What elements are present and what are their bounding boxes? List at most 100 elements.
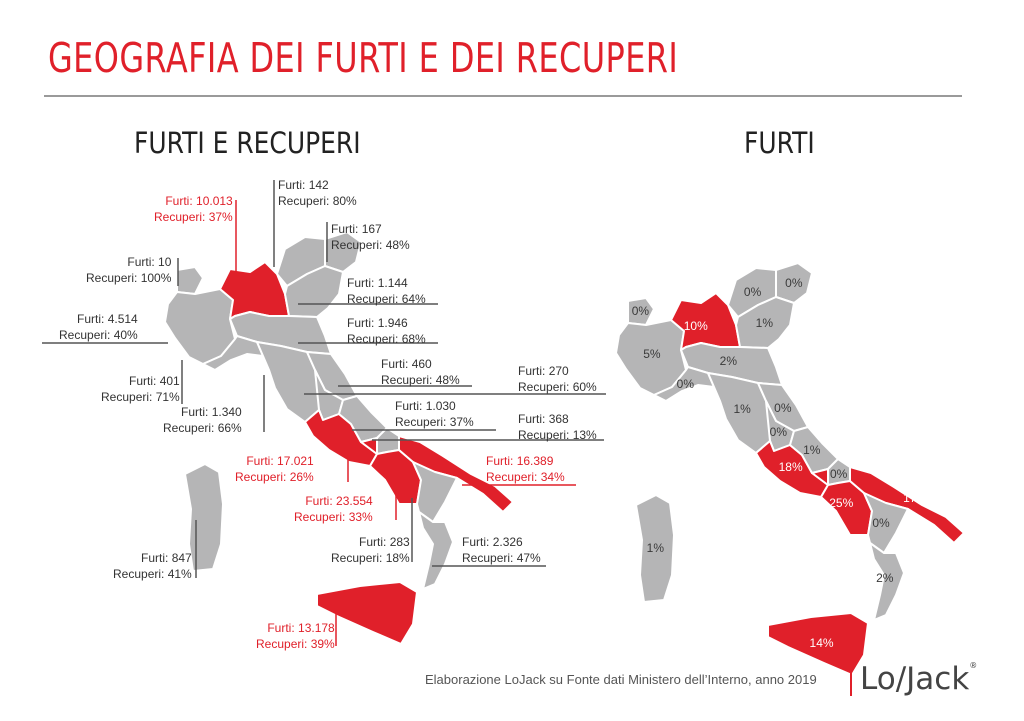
furti-key: Furti: [486,454,514,468]
share-label-piemonte: 5% [643,346,661,361]
region-valle-aosta [627,297,655,326]
furti-key: Furti: [347,276,375,290]
recuperi-key: Recuperi: [331,238,383,252]
region-sicilia [767,612,869,676]
recuperi-value: 33% [348,510,373,524]
furti-key: Furti: [381,357,409,371]
region-label-sicilia: Furti: 13.178 Recuperi: 39% [256,620,335,652]
region-label-friuli: Furti: 167 Recuperi: 48% [331,221,410,253]
recuperi-value: 41% [167,567,192,581]
recuperi-value: 60% [572,380,597,394]
furti-value: 16.389 [516,454,554,468]
recuperi-key: Recuperi: [347,292,399,306]
share-label-abruzzo: 1% [803,443,821,458]
region-label-emilia: Furti: 1.946 Recuperi: 68% [347,315,426,347]
recuperi-value: 34% [540,470,565,484]
title-divider [44,95,962,97]
recuperi-value: 18% [385,551,410,565]
label-leader-lines [42,180,606,646]
region-calabria [418,511,454,590]
region-label-marche: Furti: 460 Recuperi: 48% [381,356,460,388]
region-label-veneto: Furti: 1.144 Recuperi: 64% [347,275,426,307]
share-label-liguria: 0% [676,377,694,391]
furti-key: Furti: [77,312,105,326]
furti-key: Furti: [518,364,546,378]
furti-value: 401 [159,374,180,388]
recuperi-value: 71% [155,390,180,404]
share-label-valle-aosta: 0% [631,304,650,319]
region-sicilia [316,581,418,645]
furti-value: 1.340 [211,405,242,419]
recuperi-key: Recuperi: [278,194,330,208]
lojack-logo: Lo/Jack® [860,661,978,697]
recuperi-value: 47% [516,551,541,565]
furti-key: Furti: [181,405,209,419]
furti-value: 460 [411,357,432,371]
recuperi-value: 40% [113,328,138,342]
share-label-veneto: 1% [755,315,773,330]
furti-value: 283 [389,535,410,549]
share-label-molise: 0% [829,467,848,481]
furti-key: Furti: [395,399,423,413]
furti-value: 1.946 [377,316,408,330]
share-label-basilicata: 0% [872,515,890,530]
furti-key: Furti: [347,316,375,330]
recuperi-value: 37% [449,415,474,429]
recuperi-value: 66% [217,421,242,435]
furti-key: Furti: [129,374,157,388]
left-map-title: FURTI E RECUPERI [134,126,361,160]
recuperi-key: Recuperi: [256,637,308,651]
region-label-liguria: Furti: 401 Recuperi: 71% [101,373,180,405]
region-sardegna [635,494,675,603]
recuperi-key: Recuperi: [163,421,215,435]
recuperi-key: Recuperi: [518,428,570,442]
share-label-sardegna: 1% [646,540,664,555]
recuperi-key: Recuperi: [235,470,287,484]
furti-value: 17.021 [277,454,314,468]
share-label-campania: 25% [829,495,854,510]
recuperi-key: Recuperi: [154,210,206,224]
region-sardegna [184,463,224,572]
page-title: GEOGRAFIA DEI FURTI E DEI RECUPERI [48,34,679,82]
share-label-lazio: 18% [778,460,803,475]
share-label-sicilia: 14% [809,636,834,651]
region-label-abruzzo: Furti: 1.030 Recuperi: 37% [395,398,474,430]
furti-value: 1.030 [425,399,456,413]
recuperi-key: Recuperi: [518,380,570,394]
recuperi-key: Recuperi: [86,271,138,285]
region-calabria [869,542,905,621]
furti-value: 23.554 [336,494,373,508]
recuperi-key: Recuperi: [381,373,433,387]
furti-value: 270 [548,364,569,378]
share-label-lombardia: 10% [683,318,708,333]
furti-value: 10 [158,255,172,269]
furti-key: Furti: [165,194,193,208]
right-italy-map [615,262,965,676]
furti-key: Furti: [127,255,155,269]
recuperi-key: Recuperi: [101,390,153,404]
recuperi-key: Recuperi: [486,470,538,484]
furti-value: 4.514 [107,312,138,326]
region-label-molise: Furti: 368 Recuperi: 13% [518,411,597,443]
source-note: Elaborazione LoJack su Fonte dati Minist… [425,672,817,687]
share-label-friuli: 0% [785,276,803,291]
furti-key: Furti: [141,551,169,565]
recuperi-key: Recuperi: [395,415,447,429]
share-label-toscana: 1% [733,401,751,416]
furti-value: 13.178 [298,621,335,635]
furti-key: Furti: [359,535,387,549]
furti-key: Furti: [278,178,306,192]
recuperi-value: 64% [401,292,426,306]
logo-divider [850,660,852,696]
region-label-lombardia: Furti: 10.013 Recuperi: 37% [154,193,233,225]
share-label-umbria: 0% [769,424,787,439]
right-map-title: FURTI [744,126,815,160]
region-label-lazio: Furti: 17.021 Recuperi: 26% [235,453,314,485]
furti-value: 167 [361,222,382,236]
recuperi-value: 68% [401,332,426,346]
region-label-campania: Furti: 23.554 Recuperi: 33% [294,493,373,525]
recuperi-key: Recuperi: [59,328,111,342]
recuperi-key: Recuperi: [294,510,346,524]
region-label-trentino: Furti: 142 Recuperi: 80% [278,177,357,209]
